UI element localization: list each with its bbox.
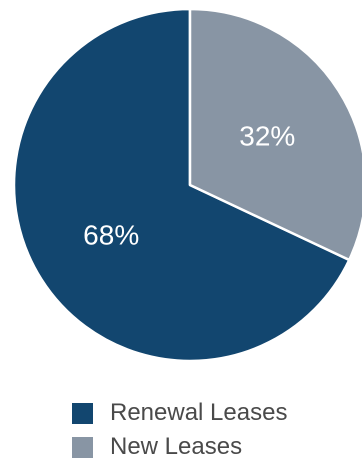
legend-label-renewal-leases: Renewal Leases xyxy=(110,399,288,426)
pie-data-labels: 68% 32% xyxy=(83,121,295,251)
pie-slices xyxy=(12,7,362,363)
pie-slice-renewal-leases xyxy=(12,7,351,363)
pie-slice-new-leases xyxy=(188,7,362,262)
chart-legend: Renewal Leases New Leases xyxy=(72,396,287,464)
legend-swatch-renewal-leases xyxy=(72,402,93,424)
data-label-new-leases: 32% xyxy=(239,121,295,152)
legend-item-new-leases: New Leases xyxy=(72,430,287,464)
legend-item-renewal-leases: Renewal Leases xyxy=(72,396,287,430)
data-label-renewal-leases: 68% xyxy=(83,220,139,251)
legend-label-new-leases: New Leases xyxy=(110,433,243,460)
legend-swatch-new-leases xyxy=(72,436,93,458)
